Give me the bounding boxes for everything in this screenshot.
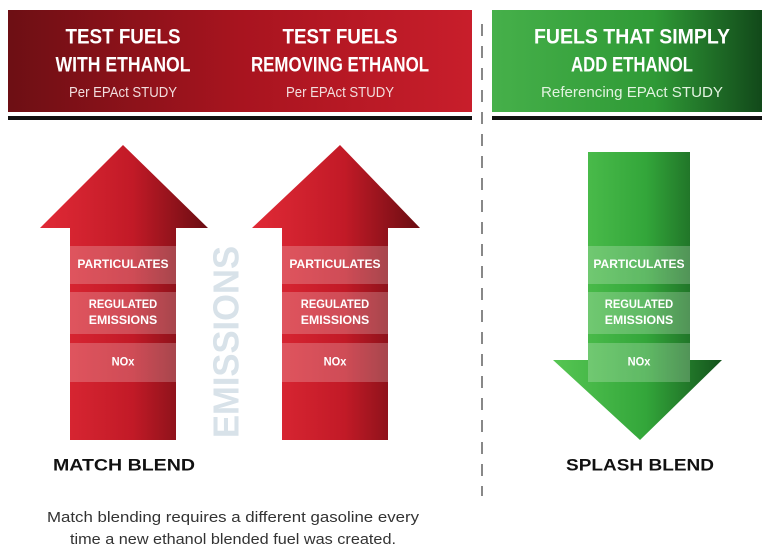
label-band (588, 343, 690, 382)
label-band (588, 246, 690, 284)
header-title: REMOVING ETHANOL (251, 54, 429, 77)
arrow-label: PARTICULATES (77, 257, 168, 271)
header-title: TEST FUELS (66, 26, 181, 49)
header-title: WITH ETHANOL (56, 54, 191, 77)
header-red (8, 10, 472, 112)
arrow-label: REGULATED (89, 297, 158, 311)
arrow-label: NOx (324, 355, 347, 369)
header-subtitle: Per EPAct STUDY (286, 84, 394, 101)
arrow-up (252, 145, 420, 440)
label-band (70, 343, 176, 382)
rule (8, 116, 472, 120)
header-green (492, 10, 762, 112)
arrow-label: EMISSIONS (301, 313, 369, 327)
rule (492, 116, 762, 120)
bands: PARTICULATES REGULATED EMISSIONS NOx PARTICU… (70, 246, 690, 382)
arrow-label: EMISSIONS (89, 313, 157, 327)
caption: time a new ethanol blended fuel was crea… (70, 531, 396, 548)
arrow-label: REGULATED (301, 297, 370, 311)
side-label: EMISSIONS (206, 246, 247, 438)
arrow-label: PARTICULATES (593, 257, 684, 271)
arrow-label: EMISSIONS (605, 313, 673, 327)
label-band (282, 246, 388, 284)
blend-label: SPLASH BLEND (566, 455, 714, 474)
header-title: TEST FUELS (283, 26, 398, 49)
arrow-label: REGULATED (605, 297, 674, 311)
header-subtitle: Referencing EPAct STUDY (541, 84, 723, 101)
arrow-down (553, 152, 722, 440)
label-band (282, 292, 388, 334)
arrow-label: NOx (628, 355, 651, 369)
caption: Match blending requires a different gaso… (47, 509, 420, 526)
header-subtitle: Per EPAct STUDY (69, 84, 177, 101)
arrow-label: PARTICULATES (289, 257, 380, 271)
label-band (282, 343, 388, 382)
label-band (70, 292, 176, 334)
arrow-label: NOx (112, 355, 135, 369)
header-title: FUELS THAT SIMPLY (534, 26, 730, 49)
arrow-up (40, 145, 208, 440)
header-title: ADD ETHANOL (571, 54, 693, 77)
blend-label: MATCH BLEND (53, 455, 195, 474)
label-band (70, 246, 176, 284)
label-band (588, 292, 690, 334)
